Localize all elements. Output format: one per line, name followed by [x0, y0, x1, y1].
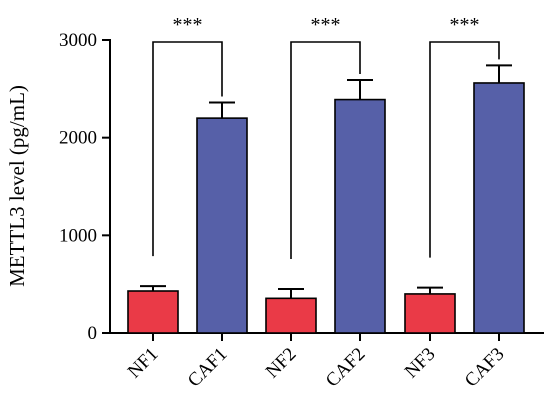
x-tick-label: NF3 — [401, 344, 440, 383]
significance-label: *** — [311, 14, 341, 36]
significance-label: *** — [450, 14, 480, 36]
bars — [127, 82, 525, 334]
x-tick-label: CAF2 — [322, 344, 370, 392]
y-tick-label: 2000 — [59, 128, 97, 149]
error-bars — [140, 64, 512, 299]
significance-brackets: *** *** *** — [152, 14, 500, 260]
x-tick-label: NF2 — [262, 344, 301, 383]
y-tick-label: 1000 — [59, 225, 97, 246]
significance-bracket — [152, 41, 223, 257]
significance-label: *** — [173, 14, 203, 36]
x-axis: NF1 CAF1 NF2 CAF2 NF3 CAF3 — [109, 332, 544, 392]
x-tick-label: NF1 — [124, 344, 163, 383]
bar-caf3 — [473, 82, 525, 334]
y-axis-title: METTL3 level (pg/mL) — [5, 85, 29, 287]
y-tick-label: 3000 — [59, 30, 97, 51]
y-tick-label: 0 — [88, 323, 98, 344]
significance-bracket — [429, 41, 500, 258]
x-tick-label: CAF3 — [461, 344, 509, 392]
x-tick-label: CAF1 — [184, 344, 232, 392]
bar-nf3 — [404, 293, 456, 334]
significance-bracket — [290, 41, 361, 260]
bar-nf2 — [265, 297, 317, 334]
bar-caf1 — [196, 117, 248, 334]
bar-caf2 — [334, 98, 386, 334]
y-axis: 0 1000 2000 3000 — [59, 30, 111, 344]
bar-nf1 — [127, 290, 179, 334]
